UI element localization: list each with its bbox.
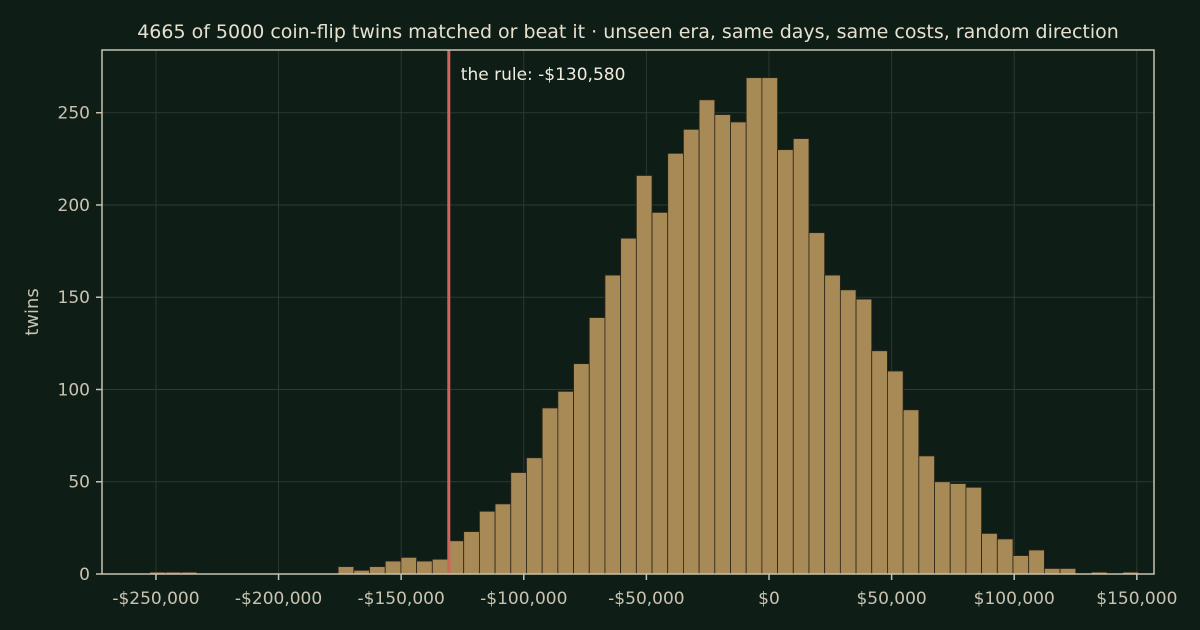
histogram-bar	[777, 149, 794, 575]
histogram-bar	[934, 481, 951, 575]
x-tick-label: $50,000	[856, 589, 926, 609]
reference-line-label: the rule: -$130,580	[461, 65, 626, 85]
chart-title: 4665 of 5000 coin-flip twins matched or …	[137, 21, 1119, 43]
histogram-bar	[824, 274, 841, 575]
histogram-bar	[965, 486, 983, 575]
histogram-bar	[855, 298, 873, 575]
histogram-bar	[871, 350, 888, 575]
x-tick-label: -$50,000	[608, 589, 684, 609]
histogram-bar	[604, 274, 622, 575]
histogram-bar	[651, 211, 669, 575]
x-axis-ticks: -$250,000 -$200,000 -$150,000 -$100,000 -$50…	[112, 574, 1177, 609]
histogram-bar	[949, 483, 967, 575]
x-tick-label: -$250,000	[112, 589, 199, 609]
histogram-bar	[620, 237, 637, 575]
plot-frame	[101, 49, 1155, 575]
histogram-bar	[839, 289, 857, 575]
y-tick-label: 100	[58, 380, 90, 400]
histogram-bar	[808, 232, 826, 575]
histogram-bar	[792, 138, 810, 575]
histogram-bar	[730, 121, 747, 575]
histogram-bar	[384, 560, 402, 575]
histogram-bar	[635, 175, 653, 575]
y-tick-label: 150	[58, 288, 90, 308]
histogram-bar	[683, 128, 700, 575]
histogram-bar	[526, 457, 543, 575]
y-tick-label: 250	[58, 104, 90, 124]
x-tick-label: -$100,000	[480, 589, 567, 609]
histogram-bar	[745, 77, 763, 575]
histogram-bar	[588, 317, 606, 575]
histogram-bar	[431, 558, 449, 575]
histogram-bar	[494, 503, 512, 575]
histogram-bar	[887, 370, 904, 575]
x-tick-label: $150,000	[1096, 589, 1177, 609]
histogram-bar	[400, 556, 418, 575]
histogram-bar	[918, 455, 935, 575]
histogram-bars	[149, 77, 1139, 575]
y-tick-label: 200	[58, 196, 90, 216]
histogram-bar	[698, 99, 716, 575]
histogram-bar	[463, 531, 480, 575]
y-axis-label: twins	[22, 288, 43, 336]
histogram-bar	[510, 472, 527, 575]
histogram-bar	[902, 409, 920, 575]
y-tick-label: 0	[79, 565, 90, 585]
histogram-bar	[1043, 568, 1061, 575]
x-tick-label: $100,000	[974, 589, 1055, 609]
histogram-bar	[1028, 549, 1045, 575]
histogram-bar	[1059, 568, 1077, 575]
x-tick-label: -$150,000	[358, 589, 445, 609]
x-tick-label: $0	[758, 589, 780, 609]
histogram-bar	[369, 566, 386, 575]
histogram-bar	[761, 77, 778, 575]
histogram-bar	[573, 363, 590, 575]
histogram-bar	[714, 114, 731, 575]
y-axis-ticks: 0 50 100 150 200 250	[58, 104, 102, 585]
histogram-bar	[337, 566, 355, 575]
histogram-bar	[478, 510, 496, 575]
histogram-bar	[447, 540, 465, 575]
y-tick-label: 50	[68, 473, 90, 493]
histogram-bar	[667, 152, 684, 575]
x-tick-label: -$200,000	[235, 589, 322, 609]
histogram-bar	[557, 390, 574, 575]
histogram-bar	[1012, 555, 1030, 575]
histogram-bar	[996, 538, 1014, 575]
reference-line-group: the rule: -$130,580	[447, 50, 626, 574]
histogram-bar	[416, 560, 433, 575]
histogram-bar	[981, 533, 998, 575]
histogram-bar	[541, 407, 559, 575]
